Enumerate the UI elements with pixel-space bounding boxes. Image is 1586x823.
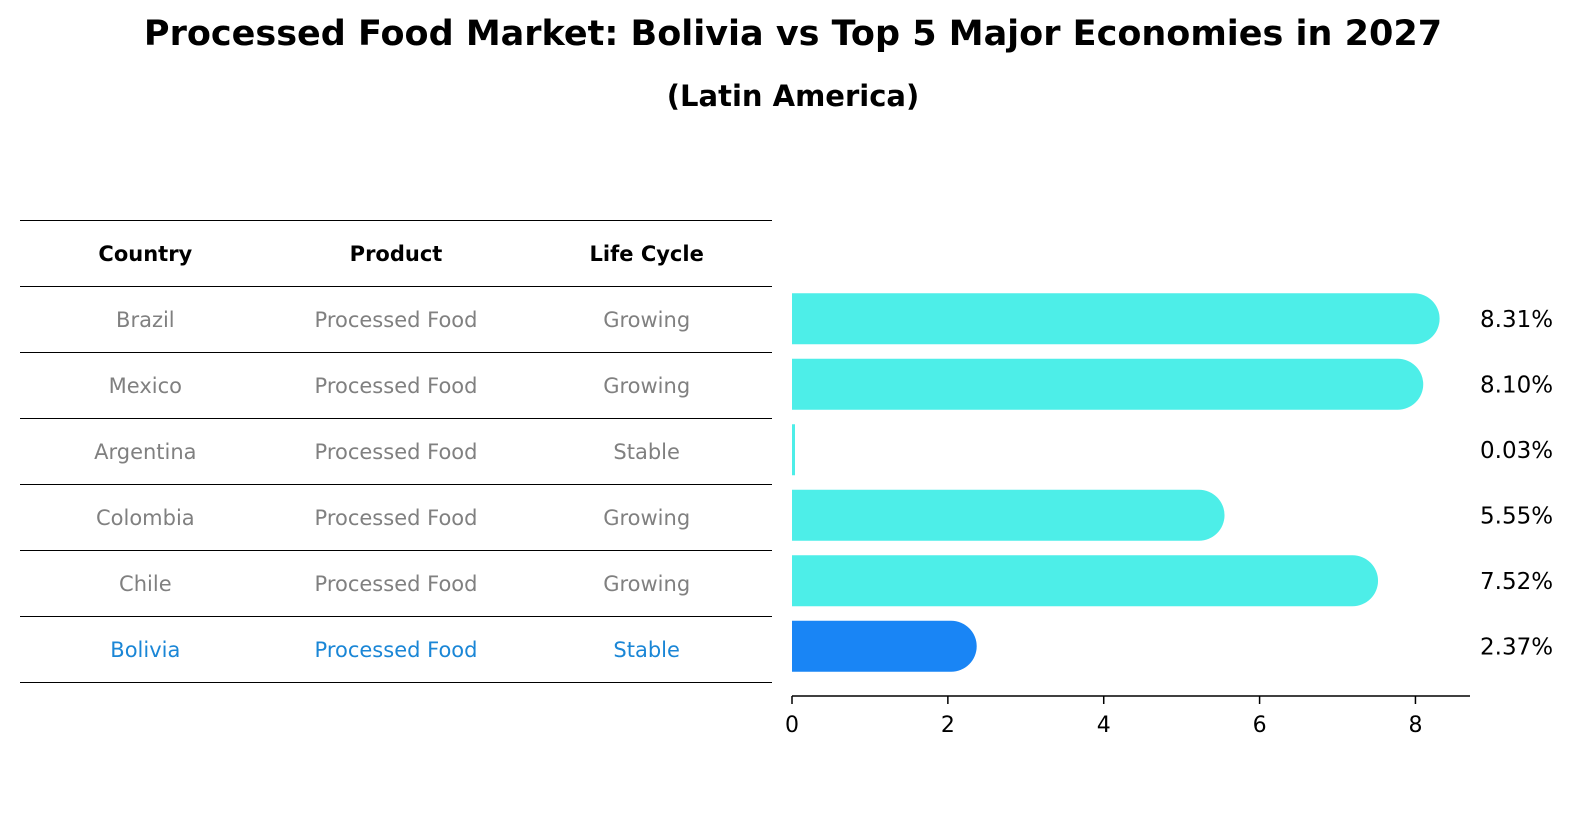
x-tick-label: 6 <box>1253 713 1267 738</box>
life-cycle-cell: Stable <box>613 637 680 662</box>
x-tick-label: 4 <box>1097 713 1111 738</box>
value-label: 8.31% <box>1480 307 1553 333</box>
product-cell: Processed Food <box>314 571 478 596</box>
product-cell: Processed Food <box>314 505 478 530</box>
column-header-life-cycle: Life Cycle <box>589 241 704 266</box>
life-cycle-cell: Growing <box>603 505 691 530</box>
bar <box>792 293 1440 345</box>
bar <box>792 555 1379 607</box>
value-label: 2.37% <box>1480 634 1553 660</box>
x-tick-label: 0 <box>785 713 799 738</box>
life-cycle-cell: Growing <box>603 373 691 398</box>
chart-title: Processed Food Market: Bolivia vs Top 5 … <box>143 14 1443 54</box>
chart-subtitle: (Latin America) <box>666 79 920 113</box>
bar <box>792 358 1424 410</box>
value-label: 0.03% <box>1480 438 1553 464</box>
table-row: Brazil Processed Food Growing <box>20 286 772 352</box>
table-row: Colombia Processed Food Growing <box>20 484 772 550</box>
column-header-product: Product <box>349 241 443 266</box>
table-row: Argentina Processed Food Stable <box>20 418 772 484</box>
x-tick-label: 2 <box>941 713 955 738</box>
country-cell: Brazil <box>116 307 175 332</box>
value-label: 8.10% <box>1480 372 1553 398</box>
table-row: Chile Processed Food Growing <box>20 550 772 616</box>
column-header-country: Country <box>98 241 193 266</box>
data-table: Country Product Life Cycle Brazil Proces… <box>20 220 772 683</box>
product-cell: Processed Food <box>314 307 478 332</box>
life-cycle-cell: Growing <box>603 307 691 332</box>
country-cell: Chile <box>119 571 172 596</box>
table-row: Mexico Processed Food Growing <box>20 352 772 418</box>
country-cell: Mexico <box>108 373 182 398</box>
life-cycle-cell: Growing <box>603 571 691 596</box>
country-cell: Argentina <box>94 439 197 464</box>
country-cell: Colombia <box>95 505 195 530</box>
product-cell: Processed Food <box>314 439 478 464</box>
product-cell: Processed Food <box>314 637 478 662</box>
x-tick-label: 8 <box>1408 713 1422 738</box>
value-label: 7.52% <box>1480 569 1553 595</box>
product-cell: Processed Food <box>314 373 478 398</box>
country-cell: Bolivia <box>110 637 181 662</box>
table-row-highlighted: Bolivia Processed Food Stable <box>20 616 772 683</box>
bar <box>792 489 1225 541</box>
table-header-row: Country Product Life Cycle <box>20 220 772 286</box>
life-cycle-cell: Stable <box>613 439 680 464</box>
bar <box>792 424 795 476</box>
bar-highlighted <box>792 620 977 672</box>
value-label: 5.55% <box>1480 503 1553 529</box>
